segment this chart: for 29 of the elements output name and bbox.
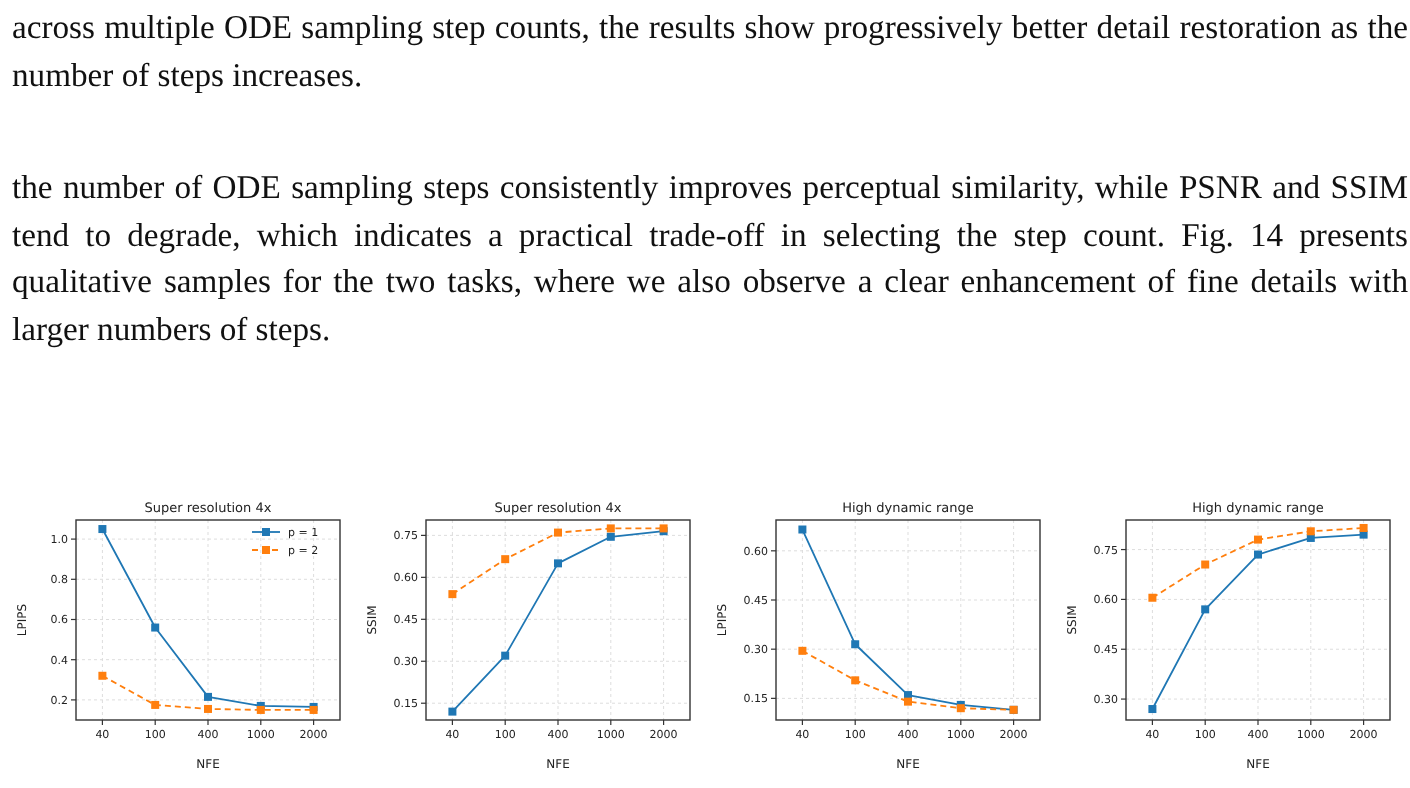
text: across multiple ODE sampling step counts, the results show progressively better detail restoration as the number of steps increases. xyxy=(12,6,1408,97)
point xyxy=(851,676,860,685)
point xyxy=(1306,527,1315,536)
point xyxy=(501,555,510,564)
point xyxy=(501,651,510,660)
point xyxy=(204,704,212,713)
point xyxy=(448,707,457,716)
point xyxy=(606,532,615,541)
point xyxy=(448,590,457,599)
point xyxy=(1148,593,1157,602)
point xyxy=(606,524,615,533)
point xyxy=(98,525,107,534)
point xyxy=(798,646,807,655)
point xyxy=(151,623,160,632)
point xyxy=(554,528,562,537)
point xyxy=(151,700,160,709)
text: the number of ODE sampling steps consistently improves perceptual similarity, while PSNR and SSIM tend to degrade, which indicates a practical trade-off in selecting the step count. Fig. 14 presents qualitative samples for the two tasks, where we also observe a clear enhancement of fine details with larger numbers of steps. xyxy=(12,166,1408,352)
point xyxy=(98,671,107,680)
point xyxy=(204,692,212,701)
point xyxy=(904,697,912,706)
point xyxy=(554,559,562,568)
point xyxy=(1254,550,1262,559)
point xyxy=(1359,523,1368,532)
point xyxy=(1254,535,1262,544)
point xyxy=(1148,705,1157,714)
point xyxy=(798,525,807,534)
point xyxy=(1201,560,1210,569)
point xyxy=(1201,605,1210,614)
point xyxy=(851,640,860,649)
